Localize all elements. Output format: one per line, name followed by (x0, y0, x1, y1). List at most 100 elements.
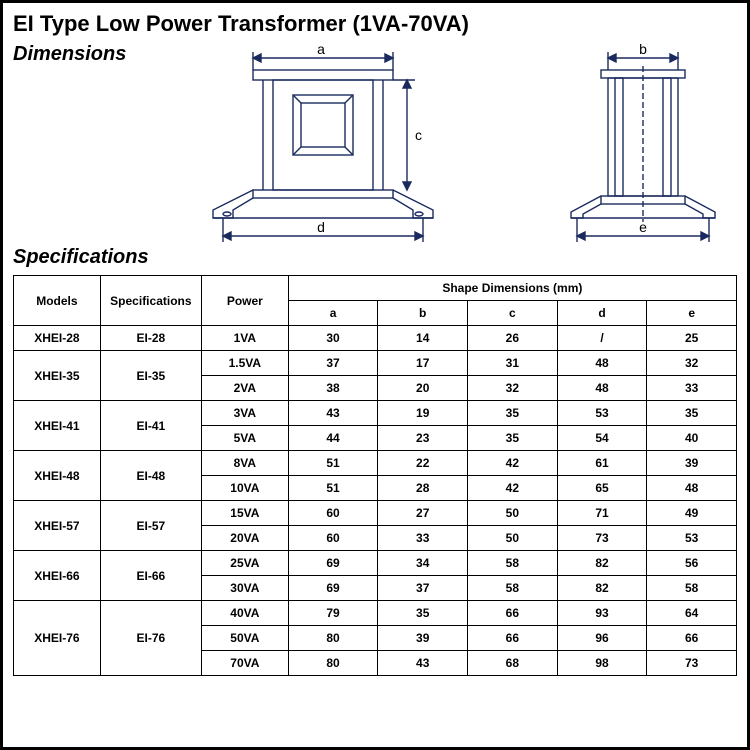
cell-b: 20 (378, 376, 468, 401)
dim-label-d: d (317, 219, 325, 235)
cell-spec: EI-35 (100, 351, 201, 401)
cell-b: 43 (378, 651, 468, 676)
cell-model: XHEI-66 (14, 551, 101, 601)
cell-e: 25 (647, 326, 737, 351)
cell-a: 51 (288, 476, 378, 501)
col-c: c (468, 301, 558, 326)
cell-b: 37 (378, 576, 468, 601)
col-b: b (378, 301, 468, 326)
cell-e: 66 (647, 626, 737, 651)
cell-a: 80 (288, 651, 378, 676)
cell-power: 25VA (201, 551, 288, 576)
cell-d: 48 (557, 351, 647, 376)
cell-c: 31 (468, 351, 558, 376)
cell-model: XHEI-57 (14, 501, 101, 551)
cell-power: 10VA (201, 476, 288, 501)
cell-a: 37 (288, 351, 378, 376)
page-title: EI Type Low Power Transformer (1VA-70VA) (13, 11, 737, 37)
cell-model: XHEI-35 (14, 351, 101, 401)
cell-b: 23 (378, 426, 468, 451)
cell-e: 48 (647, 476, 737, 501)
cell-power: 15VA (201, 501, 288, 526)
cell-b: 35 (378, 601, 468, 626)
col-d: d (557, 301, 647, 326)
cell-e: 39 (647, 451, 737, 476)
cell-model: XHEI-76 (14, 601, 101, 676)
dim-label-e: e (639, 219, 647, 235)
cell-e: 73 (647, 651, 737, 676)
table-row: XHEI-35EI-351.5VA3717314832 (14, 351, 737, 376)
cell-a: 69 (288, 576, 378, 601)
cell-b: 28 (378, 476, 468, 501)
cell-model: XHEI-28 (14, 326, 101, 351)
cell-c: 66 (468, 601, 558, 626)
cell-e: 35 (647, 401, 737, 426)
cell-e: 40 (647, 426, 737, 451)
cell-c: 50 (468, 526, 558, 551)
cell-b: 22 (378, 451, 468, 476)
col-specifications: Specifications (100, 276, 201, 326)
dim-label-c: c (415, 127, 422, 143)
cell-e: 53 (647, 526, 737, 551)
cell-power: 8VA (201, 451, 288, 476)
col-models: Models (14, 276, 101, 326)
cell-model: XHEI-41 (14, 401, 101, 451)
cell-c: 42 (468, 476, 558, 501)
diagram-side: b e (553, 40, 733, 250)
col-a: a (288, 301, 378, 326)
cell-c: 35 (468, 426, 558, 451)
cell-b: 34 (378, 551, 468, 576)
cell-d: 98 (557, 651, 647, 676)
cell-power: 2VA (201, 376, 288, 401)
cell-model: XHEI-48 (14, 451, 101, 501)
cell-e: 56 (647, 551, 737, 576)
dim-label-a: a (317, 41, 325, 57)
cell-power: 70VA (201, 651, 288, 676)
cell-d: 65 (557, 476, 647, 501)
col-e: e (647, 301, 737, 326)
cell-c: 26 (468, 326, 558, 351)
cell-c: 58 (468, 576, 558, 601)
cell-d: 82 (557, 551, 647, 576)
cell-spec: EI-48 (100, 451, 201, 501)
cell-power: 50VA (201, 626, 288, 651)
cell-power: 5VA (201, 426, 288, 451)
cell-d: 82 (557, 576, 647, 601)
cell-a: 60 (288, 526, 378, 551)
cell-spec: EI-28 (100, 326, 201, 351)
cell-power: 3VA (201, 401, 288, 426)
cell-d: 96 (557, 626, 647, 651)
cell-power: 30VA (201, 576, 288, 601)
cell-d: / (557, 326, 647, 351)
table-header-row: Models Specifications Power Shape Dimens… (14, 276, 737, 301)
cell-spec: EI-57 (100, 501, 201, 551)
cell-a: 44 (288, 426, 378, 451)
cell-c: 66 (468, 626, 558, 651)
cell-b: 14 (378, 326, 468, 351)
cell-d: 48 (557, 376, 647, 401)
cell-e: 32 (647, 351, 737, 376)
cell-a: 43 (288, 401, 378, 426)
cell-e: 58 (647, 576, 737, 601)
cell-b: 33 (378, 526, 468, 551)
dim-label-b: b (639, 41, 647, 57)
diagram-front: a (193, 40, 453, 250)
cell-d: 53 (557, 401, 647, 426)
cell-d: 61 (557, 451, 647, 476)
cell-spec: EI-66 (100, 551, 201, 601)
cell-power: 20VA (201, 526, 288, 551)
cell-c: 50 (468, 501, 558, 526)
cell-e: 64 (647, 601, 737, 626)
cell-power: 1.5VA (201, 351, 288, 376)
cell-a: 69 (288, 551, 378, 576)
cell-spec: EI-41 (100, 401, 201, 451)
table-row: XHEI-57EI-5715VA6027507149 (14, 501, 737, 526)
cell-d: 73 (557, 526, 647, 551)
cell-d: 93 (557, 601, 647, 626)
cell-a: 80 (288, 626, 378, 651)
col-shape-dims: Shape Dimensions (mm) (288, 276, 736, 301)
cell-a: 51 (288, 451, 378, 476)
cell-spec: EI-76 (100, 601, 201, 676)
cell-b: 19 (378, 401, 468, 426)
specifications-table: Models Specifications Power Shape Dimens… (13, 275, 737, 676)
